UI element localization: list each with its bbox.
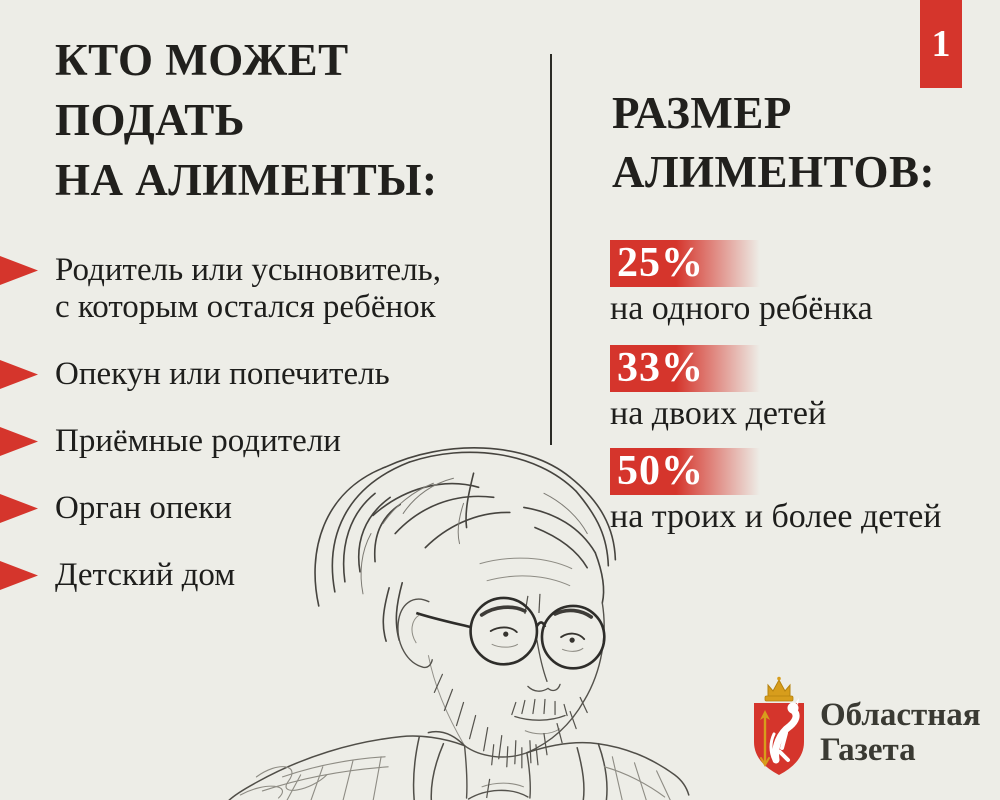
rate-label: на одного ребёнка [610,290,873,327]
bullet-arrow-icon [0,427,38,456]
rate-gradient-band: 50% [610,448,762,495]
logo-line-1: Областная [820,697,981,733]
page-number-badge: 1 [920,0,962,88]
rate-percent: 25% [617,240,704,286]
list-item: Орган опеки [0,490,545,527]
right-column-title: РАЗМЕР АЛИМЕНТОВ: [612,88,935,197]
list-item: Приёмные родители [0,423,545,460]
list-item: Родитель или усыновитель, с которым оста… [0,252,545,326]
rate-item: 50% на троих и более детей [610,448,990,535]
list-item-text: Приёмные родители [55,423,341,459]
bullet-arrow-icon [0,256,38,285]
list-item: Детский дом [0,557,545,594]
rate-label: на троих и более детей [610,498,942,535]
rate-percent: 50% [617,448,704,494]
list-item-text: Детский дом [55,557,236,593]
bullet-arrow-icon [0,360,38,389]
rate-gradient-band: 33% [610,345,762,392]
rate-gradient-band: 25% [610,240,762,287]
left-column-title: КТО МОЖЕТ ПОДАТЬ НА АЛИМЕНТЫ: [55,35,438,205]
rate-item: 33% на двоих детей [610,345,990,432]
list-item: Опекун или попечитель [0,356,545,393]
portrait-sketch-illustration [228,447,690,800]
rate-percent: 33% [617,345,704,391]
list-item-text: Родитель или усыновитель, с которым оста… [55,252,441,325]
logo-line-2: Газета [820,732,916,768]
bullet-arrow-icon [0,494,38,523]
coat-of-arms-icon [754,676,804,775]
list-item-text: Орган опеки [55,490,232,526]
publisher-logo-text: Областная Газета [820,698,981,778]
bullet-arrow-icon [0,561,38,590]
rate-item: 25% на одного ребёнка [610,240,990,327]
rate-label: на двоих детей [610,395,827,432]
publisher-logo: Областная Газета [750,676,981,778]
who-can-apply-list: Родитель или усыновитель, с которым оста… [0,252,545,624]
vertical-divider [550,54,552,445]
list-item-text: Опекун или попечитель [55,356,390,392]
